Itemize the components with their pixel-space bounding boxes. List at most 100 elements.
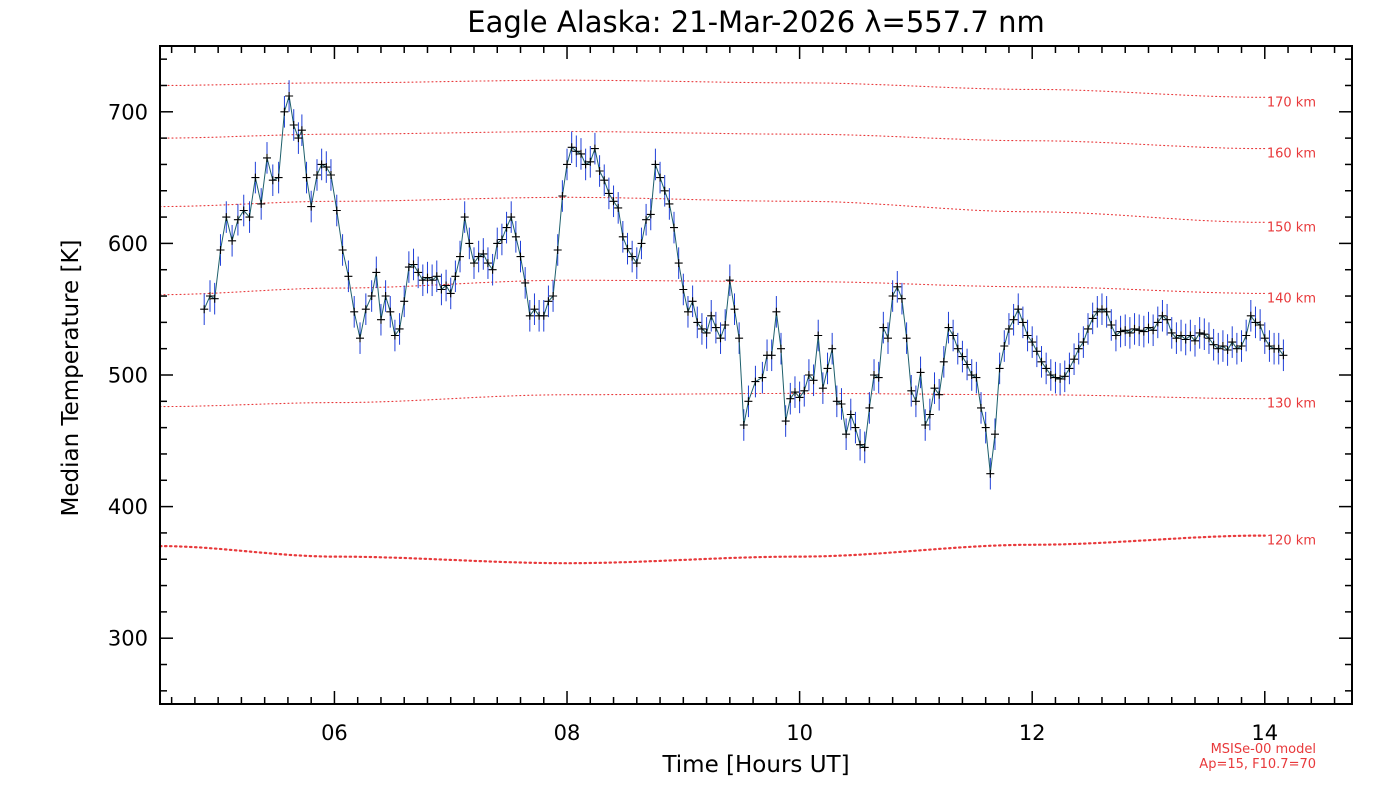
data-point [600, 176, 609, 185]
data-point [322, 163, 331, 172]
data-point [1107, 321, 1116, 329]
data-point [210, 294, 219, 303]
data-point [567, 143, 576, 152]
data-point [865, 403, 874, 412]
data-point [665, 199, 674, 208]
x-tick-label: 10 [786, 721, 813, 745]
data-point [902, 334, 911, 343]
data-point [1037, 357, 1046, 366]
data-point [679, 285, 688, 294]
axes: 06 08 10 12 14 300 400 500 600 700 [108, 45, 1353, 745]
data-point [1009, 315, 1018, 324]
data-point [684, 307, 692, 316]
data-point [423, 273, 432, 282]
data-point [558, 192, 567, 200]
data-point [404, 263, 413, 272]
x-axis-label: Time [Hours UT] [661, 752, 849, 778]
data-point [693, 318, 702, 327]
model-curve [159, 279, 1266, 296]
data-point [1144, 323, 1153, 332]
data-point [1074, 344, 1083, 353]
data-point [804, 371, 813, 379]
data-point [502, 223, 511, 232]
data-point [1130, 324, 1139, 333]
data-point [437, 285, 446, 294]
model-name: MSISe-00 model [1211, 742, 1316, 757]
data-point [1102, 307, 1111, 316]
data-point [553, 246, 562, 254]
data-point [1084, 324, 1092, 333]
data-point [1181, 335, 1190, 344]
data-point [1121, 326, 1130, 335]
x-tick-label: 06 [321, 721, 348, 745]
data-point [1139, 327, 1148, 336]
data-point [1205, 334, 1213, 343]
data-point [1214, 344, 1223, 353]
data-point [930, 384, 939, 393]
data-point [1125, 328, 1134, 337]
data-point [344, 272, 353, 281]
data-point [1279, 351, 1288, 360]
data-point [1079, 338, 1088, 347]
data-point [651, 160, 660, 169]
data-point [991, 430, 999, 439]
data-point [660, 186, 669, 195]
data-point [972, 373, 981, 382]
data-point [1070, 355, 1079, 364]
data-point [618, 232, 627, 241]
data-point [257, 199, 266, 208]
data-point [268, 176, 277, 185]
model-curve [159, 130, 1266, 150]
data-point [944, 323, 953, 332]
data-point [1018, 318, 1027, 327]
data-point [851, 423, 860, 432]
data-point [1177, 331, 1185, 340]
data-point [818, 384, 827, 393]
data-point [302, 173, 311, 182]
data-point [921, 421, 930, 429]
data-point [1093, 307, 1102, 316]
data-point [1228, 338, 1237, 347]
series-line [203, 95, 1284, 474]
data-point [474, 252, 483, 261]
data-point [251, 173, 260, 182]
model-params: Ap=15, F10.7=70 [1199, 757, 1316, 772]
data-point [307, 202, 316, 211]
data-point [772, 307, 781, 316]
data-point [367, 292, 376, 300]
y-tick-label: 400 [108, 495, 148, 519]
data-point [338, 246, 347, 254]
data-point [428, 276, 437, 285]
data-point [609, 197, 618, 206]
data-point [289, 121, 298, 129]
data-series [203, 95, 1284, 474]
data-point [497, 235, 506, 244]
data-point [981, 423, 990, 432]
data-point [786, 394, 795, 403]
data-point [530, 305, 539, 314]
data-point [911, 397, 920, 406]
data-point [361, 305, 370, 314]
data-point [590, 144, 599, 153]
data-point [451, 272, 460, 281]
data-point [986, 469, 995, 478]
data-point [958, 352, 967, 361]
data-point [507, 213, 516, 222]
data-point [791, 388, 799, 397]
data-point [897, 294, 906, 303]
data-point [1056, 374, 1065, 383]
data-point [977, 403, 985, 412]
data-point [1042, 364, 1051, 373]
data-point [285, 92, 294, 100]
data-point [409, 260, 418, 269]
data-point [400, 297, 409, 306]
data-point [614, 203, 623, 212]
data-point [795, 393, 804, 402]
data-point [856, 440, 865, 449]
data-point [395, 324, 404, 333]
data-point [313, 171, 321, 179]
data-point [777, 344, 785, 353]
data-point [688, 297, 697, 306]
data-point [432, 272, 441, 281]
data-point [1158, 311, 1167, 320]
